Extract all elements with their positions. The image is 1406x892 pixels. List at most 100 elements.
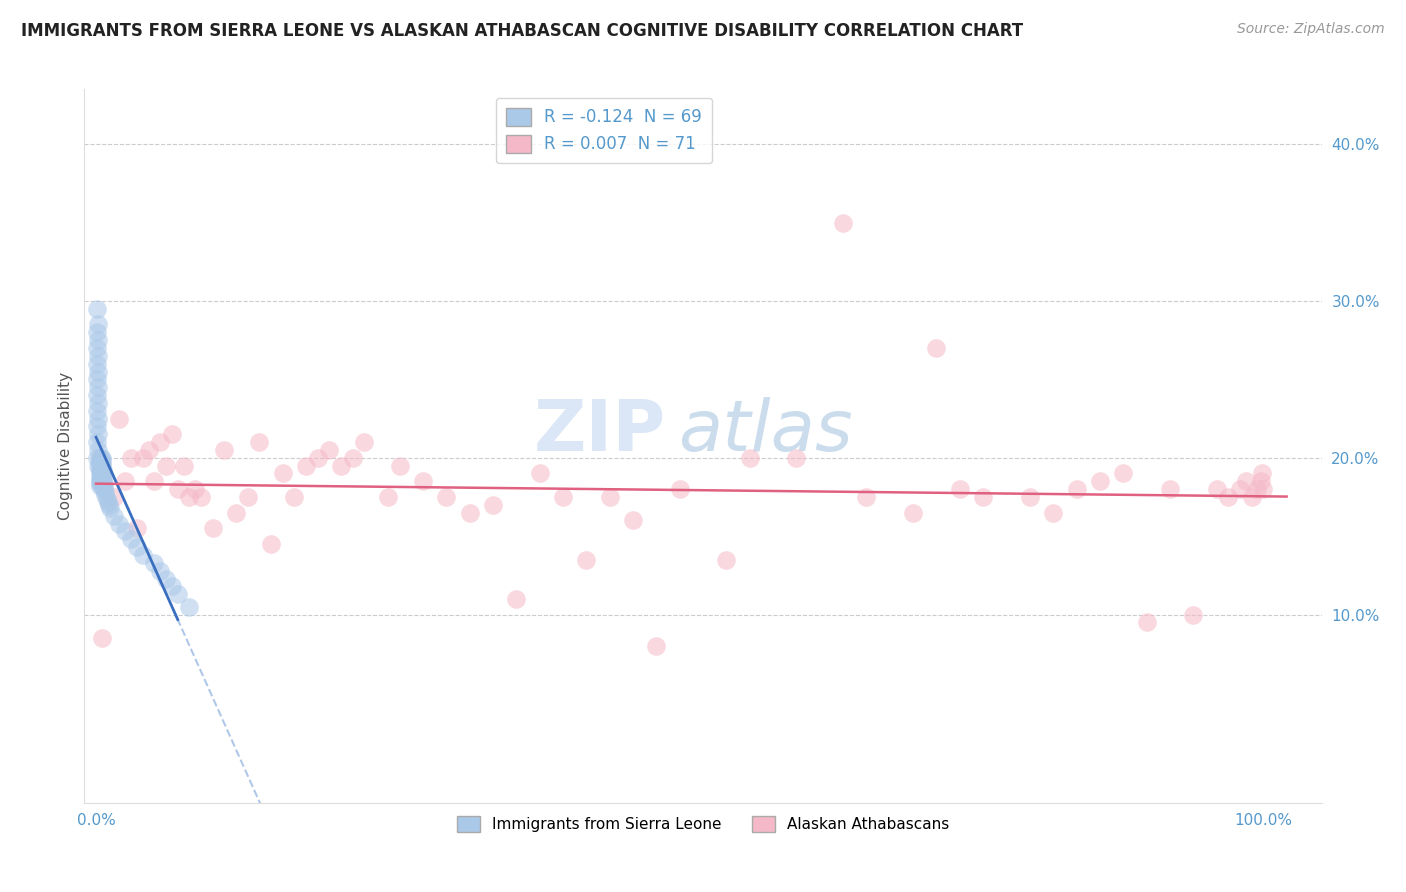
Point [90,454,112,468]
Point [482,498,505,512]
Point [125,521,148,535]
Point [90,631,112,645]
Point [318,442,340,457]
Point [214,442,236,457]
Point [179,490,201,504]
Y-axis label: Cognitive Disability: Cognitive Disability [58,372,73,520]
Point [120,533,142,547]
Point [86,326,108,340]
Point [143,556,166,570]
Point [1218,490,1240,504]
Point [949,482,972,496]
Point [1240,490,1263,504]
Point [89,454,111,468]
Point [1251,482,1274,496]
Point [96,491,118,506]
Point [645,639,668,653]
Point [86,301,108,316]
Point [529,467,551,481]
Point [179,599,201,614]
Point [738,450,761,465]
Point [295,458,318,473]
Point [90,463,112,477]
Point [86,388,108,402]
Point [160,427,183,442]
Point [108,411,131,425]
Point [87,318,110,332]
Point [166,482,188,496]
Point [1088,475,1111,489]
Point [236,490,259,504]
Point [89,460,111,475]
Point [103,508,125,523]
Point [90,475,112,490]
Point [1159,482,1181,496]
Point [91,469,114,483]
Point [89,469,111,483]
Point [94,485,117,500]
Point [1250,475,1272,489]
Point [132,450,155,465]
Point [103,490,125,504]
Point [855,490,877,504]
Point [458,506,481,520]
Point [87,458,110,473]
Point [86,372,108,386]
Point [87,427,110,442]
Point [353,435,375,450]
Point [621,514,644,528]
Point [86,357,108,371]
Point [86,419,108,434]
Point [87,442,110,457]
Point [1251,467,1274,481]
Point [87,333,110,347]
Point [1229,482,1251,496]
Text: ZIP: ZIP [534,397,666,467]
Point [87,411,110,425]
Point [668,482,690,496]
Point [90,473,112,487]
Point [225,506,247,520]
Point [901,506,924,520]
Point [249,435,271,450]
Point [330,458,353,473]
Legend: Immigrants from Sierra Leone, Alaskan Athabascans: Immigrants from Sierra Leone, Alaskan At… [450,810,956,838]
Point [925,341,948,355]
Point [87,349,110,363]
Point [114,475,136,489]
Point [832,215,855,229]
Point [166,587,188,601]
Point [716,552,738,566]
Point [90,454,112,468]
Point [505,591,527,606]
Point [86,403,108,417]
Point [377,490,399,504]
Point [90,469,112,483]
Point [149,435,172,450]
Point [155,572,177,586]
Point [108,516,131,531]
Point [91,463,114,477]
Point [342,450,364,465]
Point [86,435,108,450]
Point [89,473,111,487]
Point [98,500,121,515]
Text: Source: ZipAtlas.com: Source: ZipAtlas.com [1237,22,1385,37]
Point [93,482,115,496]
Point [190,490,212,504]
Point [89,467,111,481]
Point [94,488,117,502]
Point [138,442,160,457]
Point [90,457,112,471]
Point [599,490,621,504]
Point [1182,607,1205,622]
Point [91,473,114,487]
Point [260,537,283,551]
Point [551,490,574,504]
Point [143,475,166,489]
Point [1112,467,1135,481]
Point [93,475,115,490]
Point [89,450,111,465]
Point [97,498,120,512]
Point [412,475,434,489]
